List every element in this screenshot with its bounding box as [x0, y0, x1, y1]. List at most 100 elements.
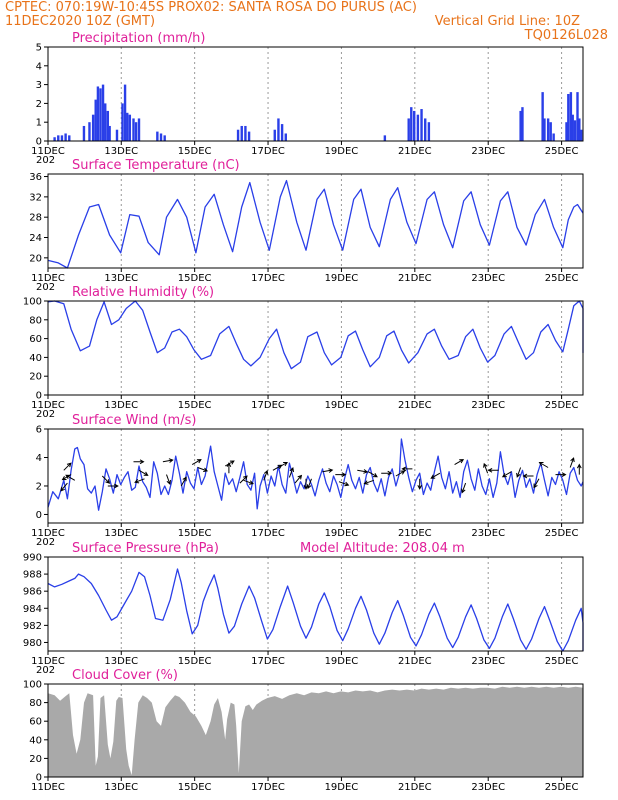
cloud-cover-ytick-label: 0 — [36, 773, 42, 784]
wind-xtick-label: 15DEC — [178, 528, 212, 539]
cloud-cover-xtick-label: 13DEC — [104, 782, 138, 793]
cloud-cover-ytick-label: 100 — [23, 680, 42, 691]
cloud-cover-xtick-label: 11DEC — [31, 782, 65, 793]
precipitation-bar — [543, 118, 546, 141]
wind-vector — [569, 457, 575, 468]
cloud-cover-frame — [47, 683, 584, 778]
wind-xtick-label: 17DEC — [251, 528, 285, 539]
temperature-title: Surface Temperature (nC) — [72, 158, 240, 173]
wind-vector — [322, 468, 334, 473]
precipitation-bar — [132, 118, 135, 141]
cloud-cover-title: Cloud Cover (%) — [72, 668, 178, 683]
wind-vector — [576, 463, 582, 475]
precipitation-bar — [519, 110, 522, 141]
temperature-marks: 20 24 28 32 36 11DEC 13DEC 15DEC 17DEC 19DEC 21DEC… — [29, 172, 584, 293]
wind-title: Surface Wind (m/s) — [72, 413, 196, 428]
temperature-xtick-label: 19DEC — [325, 273, 359, 284]
temperature-ytick-label: 32 — [29, 192, 42, 203]
precipitation-bar — [576, 92, 579, 141]
wind-year-label: 202 — [36, 537, 55, 548]
precipitation-bar — [82, 125, 86, 141]
wind-vector — [363, 479, 374, 485]
precipitation-ytick-label: 2 — [36, 99, 42, 110]
precipitation-bar — [115, 129, 119, 141]
precipitation-bar — [88, 122, 91, 141]
wind-vector — [63, 462, 72, 471]
precipitation-bar — [99, 88, 102, 141]
precipitation-year-label: 202 — [36, 155, 55, 166]
wind-vector — [239, 475, 248, 484]
precipitation-bar — [521, 107, 524, 141]
pressure-xtick-label: 15DEC — [178, 656, 212, 667]
precipitation-xtick-label: 15DEC — [178, 146, 212, 157]
precipitation-bar — [273, 129, 276, 141]
cloud-cover-xtick-label: 19DEC — [325, 782, 359, 793]
precipitation-bar — [128, 114, 132, 141]
precipitation-ytick-label: 0 — [36, 137, 42, 148]
temperature-ytick-label: 36 — [29, 172, 42, 183]
wind-vector — [303, 478, 309, 490]
wind-vector — [357, 469, 369, 474]
precipitation-bar — [126, 112, 129, 141]
pressure-marks: 980 982 984 986 988 990 11DEC 13DEC 15DEC 17DEC 19… — [23, 553, 584, 676]
cloud-cover-ytick-label: 80 — [29, 698, 42, 709]
humidity-xtick-label: 17DEC — [251, 400, 285, 411]
pressure-title: Surface Pressure (hPa) — [72, 541, 219, 556]
temperature-ytick-label: 20 — [29, 253, 42, 264]
pressure-xtick-label: 17DEC — [251, 656, 285, 667]
wind-vector — [395, 470, 406, 477]
pressure-xtick-label: 23DEC — [471, 656, 505, 667]
precipitation-xtick-label: 17DEC — [251, 146, 285, 157]
precipitation-bar — [383, 135, 387, 141]
temperature-xtick-label: 17DEC — [251, 273, 285, 284]
wind-ytick-label: 6 — [36, 425, 42, 436]
pressure-series-line — [47, 568, 584, 652]
humidity-series-line — [47, 300, 584, 370]
humidity-title: Relative Humidity (%) — [72, 285, 214, 300]
humidity-xtick-label: 13DEC — [104, 400, 138, 411]
humidity-xtick-label: 25DEC — [545, 400, 579, 411]
wind-vector — [226, 462, 232, 474]
cloud-cover-area — [48, 686, 583, 777]
precipitation-bar — [277, 118, 280, 141]
wind-vector — [134, 478, 145, 484]
header-date: 11DEC2020 10Z (GMT) — [5, 14, 155, 29]
temperature-xtick-label: 23DEC — [471, 273, 505, 284]
pressure-ytick-label: 984 — [23, 604, 42, 615]
precipitation-bar — [284, 133, 287, 141]
cloud-cover-xtick-label: 23DEC — [471, 782, 505, 793]
wind-vector — [294, 474, 303, 484]
wind-series-line — [47, 438, 584, 511]
precipitation-bar — [546, 118, 550, 141]
precipitation-bar — [68, 135, 71, 141]
precipitation-bar — [156, 131, 159, 141]
pressure-xtick-label: 13DEC — [104, 656, 138, 667]
humidity-xtick-label: 21DEC — [398, 400, 432, 411]
humidity-xtick-label: 15DEC — [178, 400, 212, 411]
model-altitude-label: Model Altitude: 208.04 m — [300, 541, 465, 556]
wind-vector — [306, 478, 312, 490]
temperature-xtick-label: 13DEC — [104, 273, 138, 284]
humidity-xtick-label: 11DEC — [31, 400, 65, 411]
header-grid-note: Vertical Grid Line: 10Z — [435, 14, 580, 29]
precipitation-xtick-label: 13DEC — [104, 146, 138, 157]
cloud-cover-xtick-label: 25DEC — [545, 782, 579, 793]
wind-vector — [197, 467, 209, 472]
temperature-series-line — [47, 179, 584, 269]
temperature-ytick-label: 24 — [29, 233, 42, 244]
wind-vector — [60, 482, 68, 492]
wind-vector — [263, 469, 269, 481]
wind-vector — [101, 475, 111, 484]
humidity-year-label: 202 — [36, 409, 55, 420]
precipitation-xtick-label: 25DEC — [545, 146, 579, 157]
wind-vector — [107, 483, 119, 489]
wind-vector — [483, 462, 489, 474]
wind-xtick-label: 25DEC — [545, 528, 579, 539]
precipitation-bar — [60, 135, 64, 141]
wind-vector — [243, 479, 254, 485]
panel-precipitation: Precipitation (mm/h) 0 1 2 3 4 5 11DEC 13DEC 15D… — [31, 31, 584, 166]
panel-wind: Surface Wind (m/s) 0 2 4 6 11DEC 13DEC 15DEC 17… — [31, 413, 584, 548]
humidity-xtick-label: 19DEC — [325, 400, 359, 411]
humidity-ytick-label: 100 — [23, 297, 42, 308]
